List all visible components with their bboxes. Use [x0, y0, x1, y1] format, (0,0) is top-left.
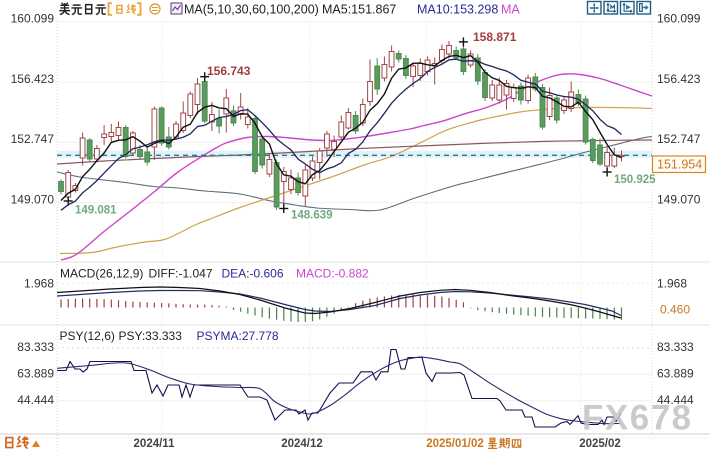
svg-text:MA5:151.867: MA5:151.867: [322, 3, 396, 17]
svg-text:156.423: 156.423: [11, 72, 55, 86]
svg-text:152.747: 152.747: [657, 132, 701, 146]
svg-text:FX678: FX678: [582, 399, 693, 438]
svg-text:151.954: 151.954: [657, 158, 702, 172]
svg-text:0.460: 0.460: [660, 303, 690, 317]
svg-text:MA10:153.298: MA10:153.298: [417, 3, 498, 17]
svg-text:44.444: 44.444: [657, 393, 694, 407]
svg-text:150.925: 150.925: [614, 174, 656, 186]
svg-text:158.871: 158.871: [473, 30, 517, 44]
svg-text:DIFF:-1.047: DIFF:-1.047: [149, 267, 213, 281]
svg-text:160.099: 160.099: [11, 12, 55, 26]
svg-text:2025/01/02: 2025/01/02: [426, 438, 484, 450]
svg-text:1.968: 1.968: [657, 277, 687, 291]
svg-text:63.889: 63.889: [657, 367, 694, 381]
svg-text:152.747: 152.747: [11, 132, 55, 146]
svg-text:PSYMA:27.778: PSYMA:27.778: [197, 329, 279, 343]
svg-text:1.968: 1.968: [24, 277, 54, 291]
svg-text:83.333: 83.333: [17, 340, 54, 354]
svg-text:MA(5,10,30,60,100,200): MA(5,10,30,60,100,200): [184, 3, 319, 17]
svg-text:83.333: 83.333: [657, 340, 694, 354]
svg-text:DEA:-0.606: DEA:-0.606: [222, 267, 284, 281]
svg-text:149.081: 149.081: [75, 205, 117, 217]
svg-text:MA: MA: [501, 3, 520, 17]
svg-text:148.639: 148.639: [291, 210, 333, 222]
svg-text:149.070: 149.070: [11, 193, 55, 207]
svg-text:156.743: 156.743: [207, 64, 251, 78]
svg-text:PSY(12,6): PSY(12,6): [60, 329, 115, 343]
svg-text:2025/02: 2025/02: [579, 438, 621, 450]
svg-text:PSY:33.333: PSY:33.333: [119, 329, 183, 343]
svg-text:2024/12: 2024/12: [281, 438, 323, 450]
svg-text:160.099: 160.099: [657, 12, 701, 26]
svg-text:MACD(26,12,9): MACD(26,12,9): [60, 267, 143, 281]
svg-text:149.070: 149.070: [657, 193, 701, 207]
svg-text:2024/11: 2024/11: [134, 438, 176, 450]
svg-text:63.889: 63.889: [17, 367, 54, 381]
svg-text:MACD:-0.882: MACD:-0.882: [296, 267, 369, 281]
svg-text:44.444: 44.444: [17, 393, 54, 407]
svg-text:156.423: 156.423: [657, 72, 701, 86]
